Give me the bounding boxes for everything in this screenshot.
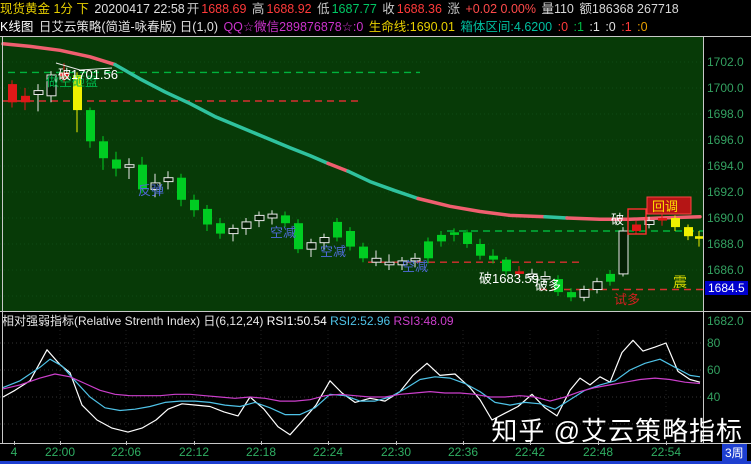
rsi-axis-label: 40 xyxy=(707,390,721,404)
indicator-info-segment: 生命线:1690.01 xyxy=(368,20,459,34)
price-axis-label: 1690.0 xyxy=(707,211,744,225)
time-axis-label: 22:00 xyxy=(44,445,76,459)
rsi-bottom-border xyxy=(0,443,751,444)
time-axis-label: 22:54 xyxy=(650,445,682,459)
rsi-header-segment: RSI1:50.54 xyxy=(266,314,331,328)
quote-info-segment: 1688.36 xyxy=(396,2,442,16)
price-axis-label: 1696.0 xyxy=(707,133,744,147)
indicator-info-segment: :0 xyxy=(605,20,620,34)
price-axis-label: 1700.0 xyxy=(707,81,744,95)
chart-annotation: 破1701.56 xyxy=(58,67,118,82)
time-axis-label: 22:06 xyxy=(110,445,142,459)
time-axis-label: 22:42 xyxy=(514,445,546,459)
chart-annotation: 空减 xyxy=(270,225,296,240)
time-axis-label: 22:18 xyxy=(245,445,277,459)
quote-info-segment: 额186368 267718 xyxy=(575,2,679,16)
indicator-info-segment: :1 xyxy=(589,20,604,34)
pane-divider xyxy=(0,311,751,312)
chart-annotation: 震 xyxy=(673,274,687,290)
rsi-axis-label: 60 xyxy=(707,363,721,377)
price-axis[interactable]: 1702.0 1700.0 1698.0 1696.0 1694.0 1692.0 1690… xyxy=(704,36,751,444)
watermark: 知乎 @艾云策略指标 xyxy=(491,416,743,446)
indicator-info-segment: QQ☆微信289876878☆:0 xyxy=(223,20,367,34)
chart-annotation: 做空砸盘 xyxy=(46,74,98,89)
time-axis-label: 22:24 xyxy=(312,445,344,459)
indicator-info-segment: 日艾云策略(简道-咏春版) 日(1,0) xyxy=(35,20,222,34)
chart-annotation: 空减 xyxy=(320,244,346,259)
indicator-info-segment: :0 xyxy=(637,20,648,34)
quote-info-segment: 20200417 22:58 xyxy=(90,2,185,16)
rsi-header-segment: 相对强弱指标(Relative Strenth Index) 日(6,12,24… xyxy=(2,314,267,328)
chart-left-border xyxy=(2,36,3,444)
quote-info-segment: 量110 xyxy=(537,2,574,16)
indicator-info-bar: K线图 日艾云策略(简道-咏春版) 日(1,0) QQ☆微信289876878☆… xyxy=(0,18,751,36)
chart-annotation: 空减 xyxy=(402,259,428,274)
price-axis-label: 1688.0 xyxy=(707,237,744,251)
period-tag[interactable]: 3周 xyxy=(722,444,747,461)
quote-info-segment: 1688.69 xyxy=(201,2,247,16)
rsi-axis-label: 80 xyxy=(707,336,721,350)
chart-annotation: 试多 xyxy=(614,292,640,307)
rsi-header-segment: RSI2:52.96 xyxy=(330,314,394,328)
rsi-chart[interactable] xyxy=(0,330,703,443)
current-price-tag: 1684.5 xyxy=(705,281,748,295)
chart-annotation: 反弹 xyxy=(138,183,164,198)
time-axis[interactable]: 4 22:00 22:06 22:12 22:18 22:24 22:30 22:36 22:4… xyxy=(0,441,751,461)
price-axis-label: 1702.0 xyxy=(707,55,744,69)
rsi-header: 相对强弱指标(Relative Strenth Index) 日(6,12,24… xyxy=(0,312,705,330)
quote-info-segment: +0.02 0.00% xyxy=(461,2,536,16)
time-axis-label: 22:48 xyxy=(582,445,614,459)
chart-annotation: 破1683.59 xyxy=(479,271,539,286)
quote-info-segment: 开 xyxy=(186,2,200,16)
time-axis-label: 4 xyxy=(10,445,18,459)
quote-info-segment: 1687.77 xyxy=(331,2,377,16)
indicator-info-segment: K线图 xyxy=(0,20,34,34)
price-axis-label: 1698.0 xyxy=(707,107,744,121)
chart-top-border xyxy=(0,36,751,37)
time-axis-label: 22:12 xyxy=(178,445,210,459)
chart-annotation: 回调 xyxy=(652,199,678,214)
axis-divider xyxy=(703,36,704,444)
window-bottom-edge xyxy=(0,461,751,464)
indicator-info-segment: :0 xyxy=(557,20,572,34)
quote-info-segment: 1688.92 xyxy=(266,2,312,16)
quote-info-bar: 现货黄金 1分 下 20200417 22:58 开 1688.69 高 1688.9… xyxy=(0,0,751,18)
rsi-header-segment: RSI3:48.09 xyxy=(393,314,454,328)
quote-info-segment: 高 xyxy=(248,2,265,16)
indicator-info-segment: :1 xyxy=(621,20,636,34)
quote-info-segment: 涨 xyxy=(443,2,460,16)
indicator-info-segment: :1 xyxy=(573,20,588,34)
quote-info-segment: 收 xyxy=(378,2,395,16)
quote-info-segment: 现货黄金 1分 下 xyxy=(0,2,89,16)
chart-annotation: 破多 xyxy=(535,278,561,293)
chart-annotation: 破 xyxy=(611,212,624,227)
time-axis-label: 22:30 xyxy=(380,445,412,459)
time-axis-label: 22:36 xyxy=(447,445,479,459)
price-axis-label: 1692.0 xyxy=(707,185,744,199)
price-axis-label: 1694.0 xyxy=(707,159,744,173)
indicator-info-segment: 箱体区间:4.6200 xyxy=(460,20,556,34)
price-axis-label: 1682.0 xyxy=(707,314,744,328)
quote-info-segment: 低 xyxy=(313,2,330,16)
price-axis-label: 1686.0 xyxy=(707,263,744,277)
